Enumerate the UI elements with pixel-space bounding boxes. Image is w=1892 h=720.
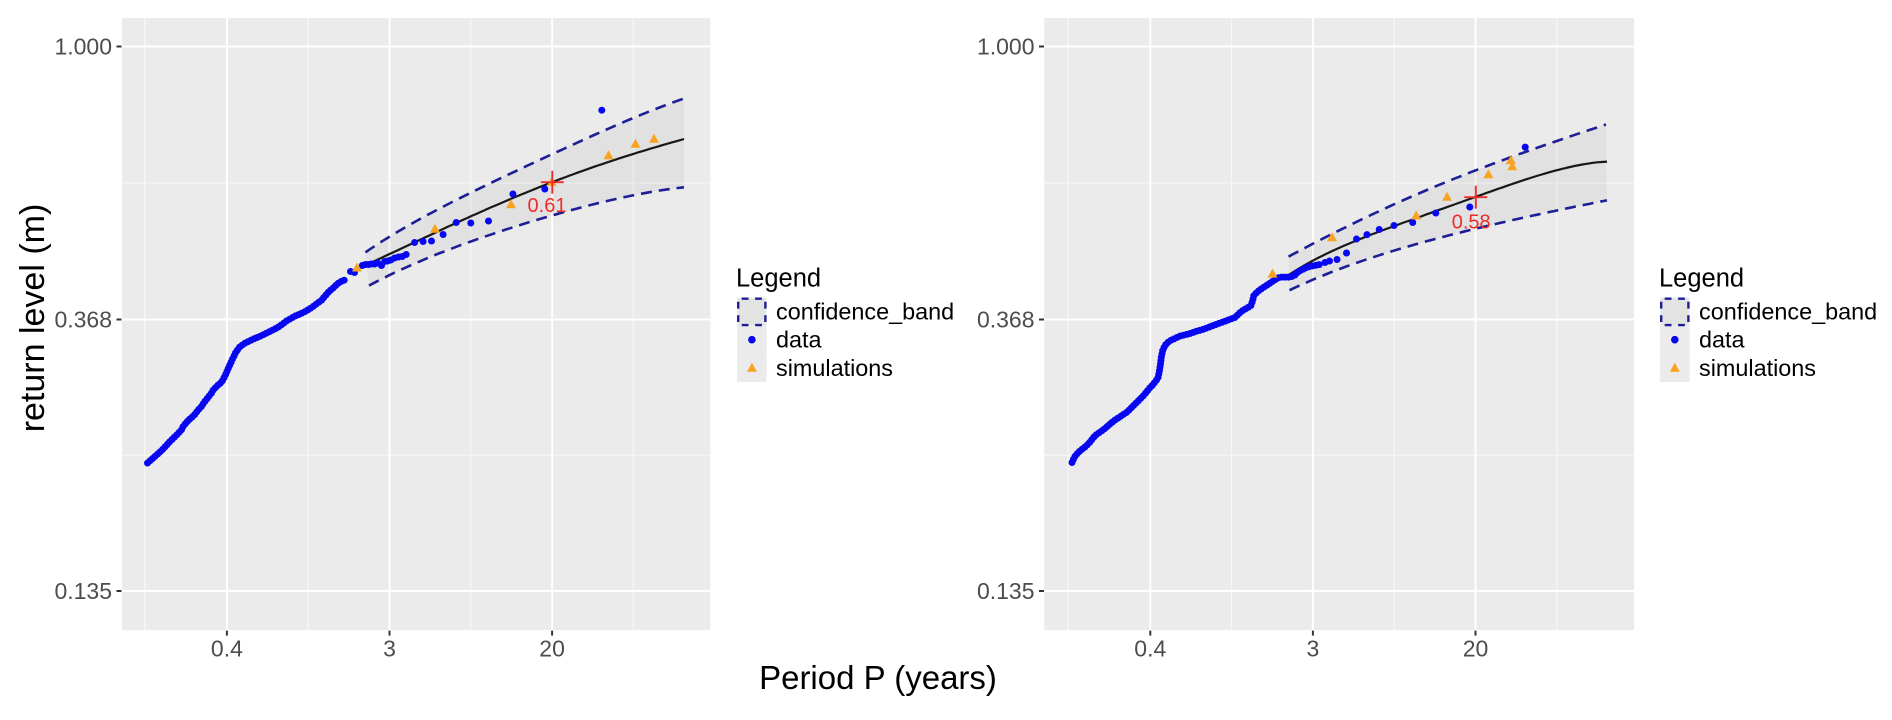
svg-text:0.135: 0.135: [54, 578, 112, 604]
svg-text:20: 20: [1463, 636, 1489, 662]
svg-text:data: data: [1699, 327, 1746, 353]
svg-text:confidence_band: confidence_band: [776, 299, 954, 325]
svg-text:simulations: simulations: [1699, 355, 1816, 381]
svg-text:Period P (years): Period P (years): [759, 659, 997, 696]
svg-text:0.4: 0.4: [1134, 636, 1166, 662]
svg-text:Legend: Legend: [1659, 265, 1744, 293]
svg-text:1.000: 1.000: [977, 34, 1035, 60]
svg-text:return level (m): return level (m): [14, 204, 52, 433]
svg-text:0.368: 0.368: [54, 307, 112, 333]
svg-text:0.135: 0.135: [977, 578, 1035, 604]
svg-text:1.000: 1.000: [54, 34, 112, 60]
svg-text:0.58: 0.58: [1452, 212, 1491, 234]
svg-text:simulations: simulations: [776, 355, 893, 381]
svg-text:0.368: 0.368: [977, 307, 1035, 333]
svg-text:0.61: 0.61: [528, 195, 567, 217]
svg-text:3: 3: [383, 636, 396, 662]
svg-text:data: data: [776, 327, 823, 353]
svg-text:Legend: Legend: [736, 265, 821, 293]
svg-text:3: 3: [1307, 636, 1320, 662]
svg-text:0.4: 0.4: [211, 636, 243, 662]
svg-text:confidence_band: confidence_band: [1699, 299, 1877, 325]
svg-text:20: 20: [539, 636, 565, 662]
